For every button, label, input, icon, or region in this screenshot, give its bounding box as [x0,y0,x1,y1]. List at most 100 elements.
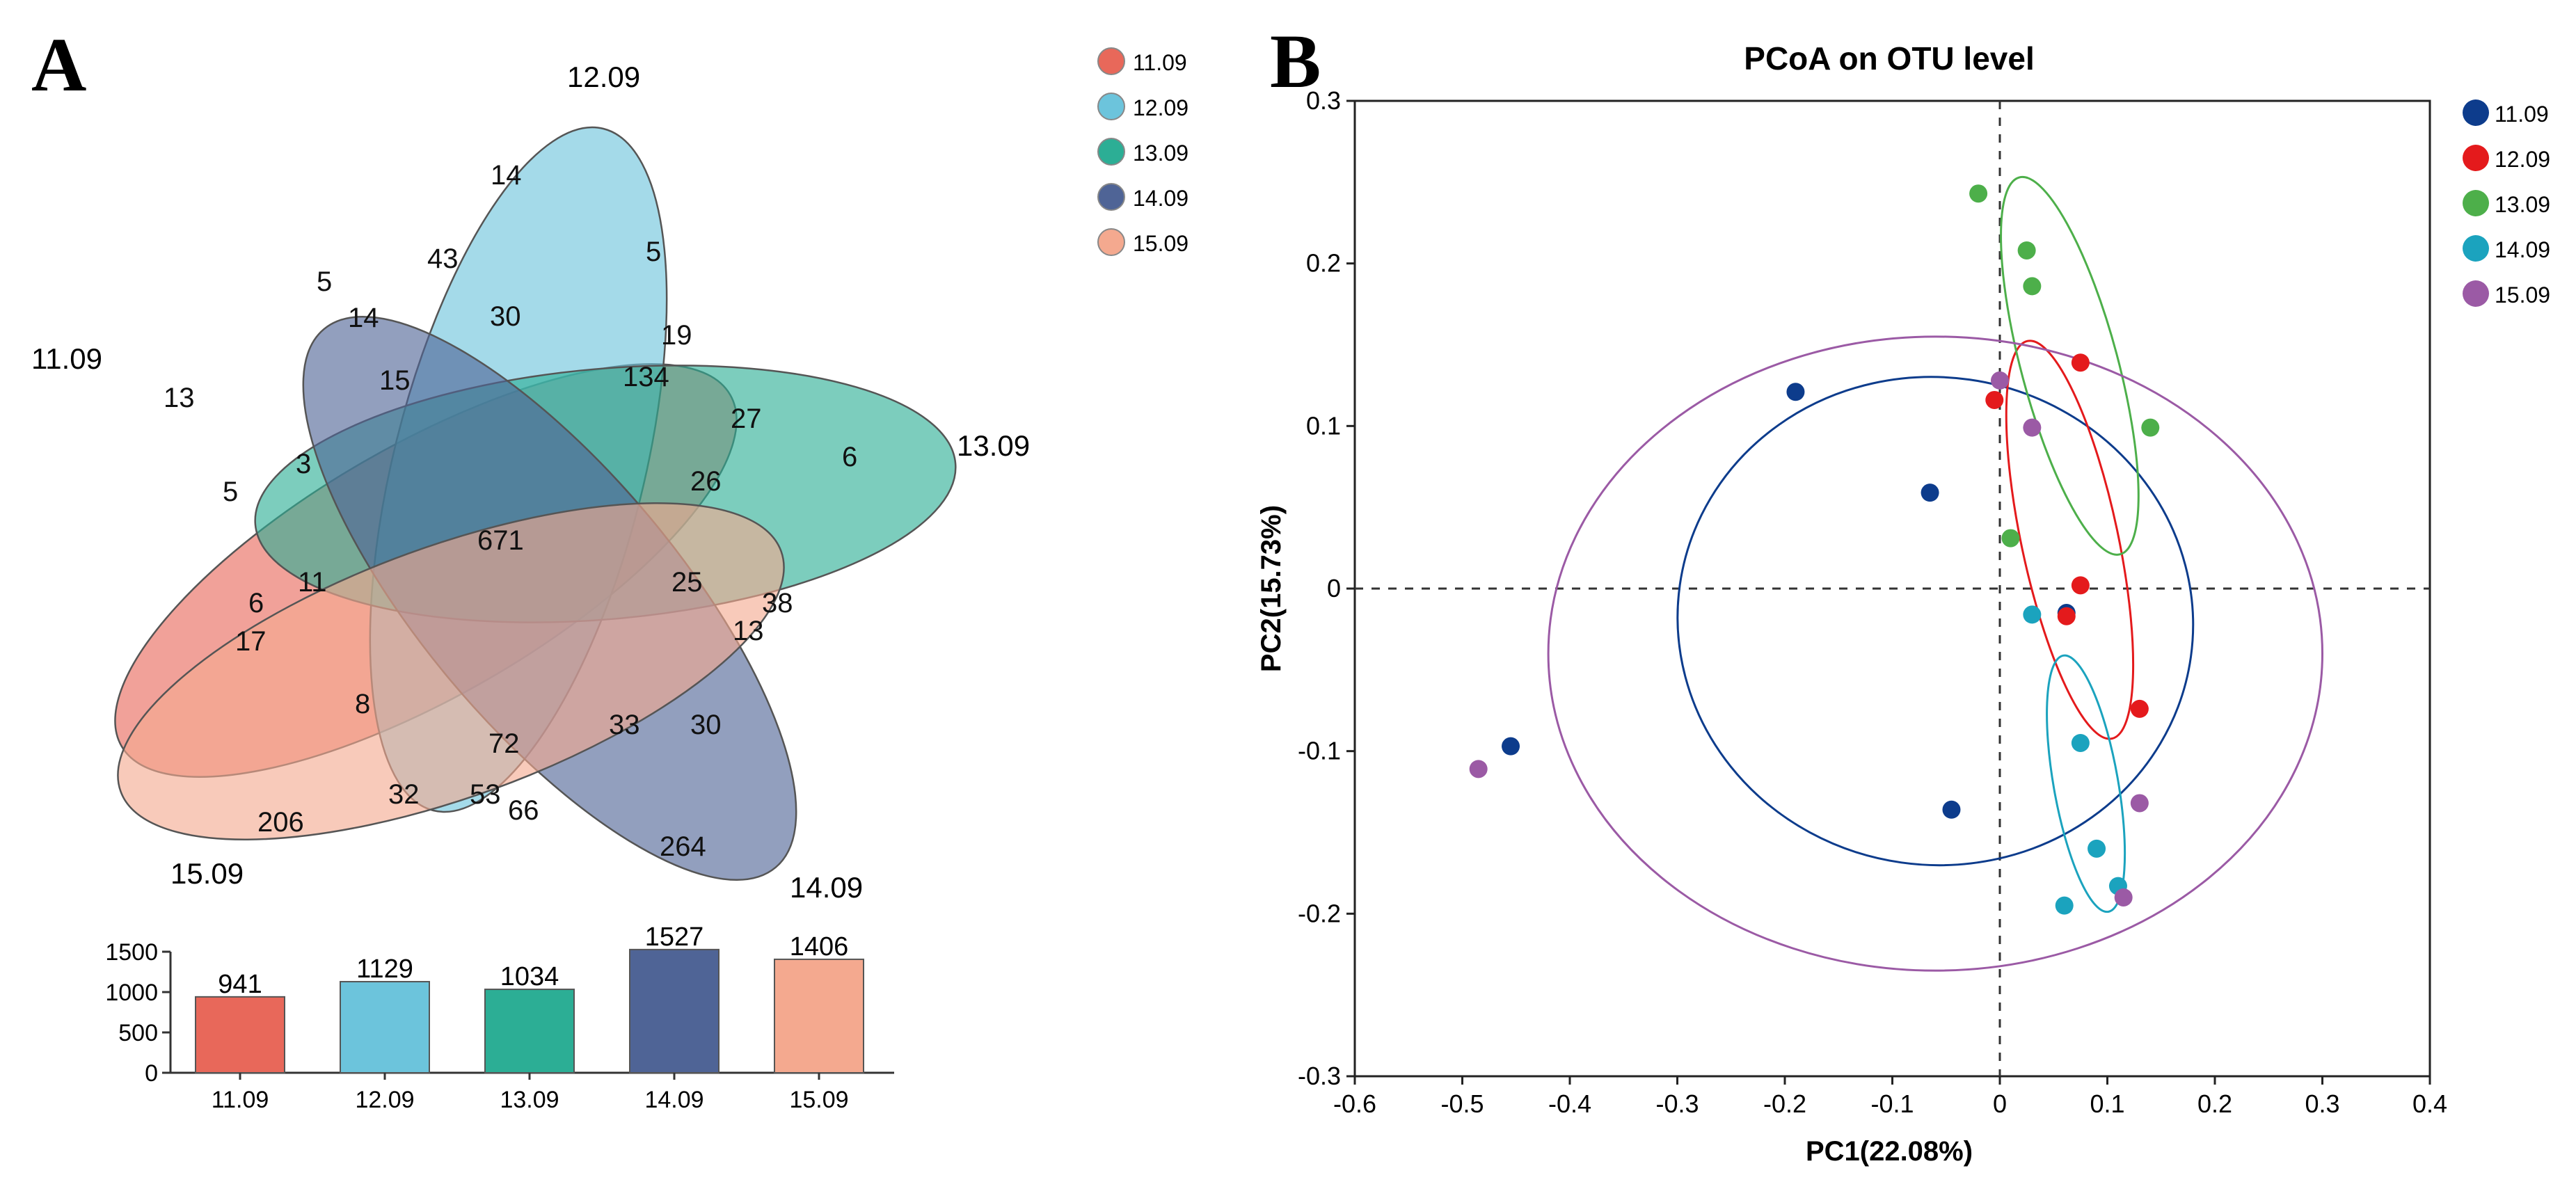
venn-count: 33 [609,710,640,740]
bar-x-tick-label: 12.09 [355,1087,414,1113]
bar-y-tick-label: 500 [118,1020,158,1046]
x-tick-label: -0.4 [1548,1089,1591,1118]
data-point-14.09 [2071,733,2090,752]
legend-swatch [1097,47,1125,75]
legend-label: 15.09 [1133,231,1188,256]
legend-label: 14.09 [1133,186,1188,211]
data-point-14.09 [2055,896,2074,915]
x-tick-label: -0.1 [1870,1089,1914,1118]
pcoa-x-ticks: -0.6 -0.5 -0.4 -0.3 -0.2 -0.1 0 0.1 0.2 0.3 0.4 [1333,1076,2447,1118]
venn-count: 53 [470,779,501,810]
venn-count: 15 [379,365,411,396]
venn-count: 5 [317,266,332,297]
x-tick-label: 0.1 [2090,1089,2124,1118]
venn-set-label-14.09: 14.09 [790,871,863,904]
data-point-11.09 [1921,484,1939,502]
venn-count: 14 [348,303,379,333]
pcoa-y-ticks: -0.3 -0.2 -0.1 0 0.1 0.2 0.3 [1298,86,1355,1090]
legend-label: 13.09 [2495,192,2550,217]
legend-swatch [2463,235,2489,262]
venn-set-15.09 [117,502,785,840]
venn-count: 11 [298,567,327,598]
x-axis-label: PC1(22.08%) [1806,1136,1973,1167]
venn-diagram: 11.09 12.09 13.09 14.09 15.09 13 14 6 26… [31,61,1030,904]
panel-b: B PCoA on OTU level -0.6 -0.5 -0.4 -0.3 -0.2… [1256,19,2550,1167]
venn-legend: 11.09 12.09 13.09 14.09 15.09 [1097,47,1188,256]
venn-count: 72 [488,728,520,759]
venn-count: 38 [762,588,793,618]
venn-count: 32 [388,779,420,810]
venn-count: 14 [491,160,522,191]
y-tick-label: 0 [1327,574,1341,602]
legend-label: 15.09 [2495,282,2550,308]
data-point-12.09 [1985,390,2004,409]
venn-count: 13 [164,383,195,413]
bar-value-label: 1034 [500,962,559,991]
legend-label: 12.09 [2495,147,2550,172]
venn-count: 66 [508,795,539,826]
bar-value-label: 1406 [790,932,849,961]
data-point-12.09 [2130,699,2149,718]
venn-count: 26 [690,466,722,497]
data-point-14.09 [2023,605,2042,624]
legend-swatch [1097,93,1125,120]
venn-count: 6 [248,588,264,618]
legend-swatch [2463,99,2489,126]
pcoa-points [1469,184,2160,915]
x-tick-label: -0.2 [1763,1089,1806,1118]
data-point-15.09 [1469,760,1488,778]
bar-value-labels: 941 1129 1034 1527 1406 [218,923,848,999]
data-point-11.09 [1502,737,1520,756]
legend-swatch [1097,228,1125,256]
bar [340,981,430,1074]
pcoa-legend: 11.09 12.09 13.09 14.09 15.09 [2463,99,2550,308]
panel-a-letter: A [31,22,86,107]
bars [195,948,864,1074]
x-tick-label: 0 [1993,1089,2007,1118]
bar-y-tick-label: 1500 [105,939,158,966]
venn-set-label-11.09: 11.09 [31,342,102,375]
data-point-13.09 [2001,529,2020,548]
venn-count: 6 [842,442,857,472]
venn-count: 27 [731,404,762,434]
confidence-ellipse-15.09 [1547,335,2324,972]
venn-count: 8 [355,689,370,719]
data-point-13.09 [2023,277,2042,296]
venn-sets [114,126,957,881]
panel-b-letter: B [1270,19,1321,104]
pcoa-ellipses [1547,175,2324,972]
y-axis-label: PC2(15.73%) [1256,505,1287,672]
y-tick-label: 0.2 [1306,249,1341,278]
bar-x-tick-label: 11.09 [212,1087,269,1113]
x-tick-label: -0.6 [1333,1089,1376,1118]
venn-region-counts: 13 14 6 264 206 671 43 30 5 5 14 19 15 1… [164,160,857,862]
x-tick-label: 0.2 [2197,1089,2232,1118]
data-point-15.09 [2114,888,2133,907]
y-tick-label: 0.1 [1306,411,1341,440]
legend-label: 14.09 [2495,237,2550,262]
bar-y-tick-label: 1000 [105,980,158,1006]
x-tick-label: 0.3 [2305,1089,2339,1118]
y-tick-label: 0.3 [1306,86,1341,115]
venn-count: 30 [690,710,722,740]
bar [774,958,864,1074]
bar-x-tick-label: 14.09 [644,1087,703,1113]
confidence-ellipse-11.09 [1676,376,2195,867]
data-point-13.09 [1969,184,1988,203]
bar-y-tick-label: 0 [145,1060,158,1087]
venn-set-label-13.09: 13.09 [957,429,1030,462]
legend-label: 12.09 [1133,95,1188,120]
legend-swatch [2463,190,2489,216]
pcoa-plot-area: -0.6 -0.5 -0.4 -0.3 -0.2 -0.1 0 0.1 0.2 0.3 0.4 -0… [1298,86,2447,1118]
venn-count: 17 [235,626,267,657]
data-point-11.09 [1786,383,1805,401]
venn-count: 5 [223,477,238,507]
bar [484,989,575,1074]
venn-count: 671 [477,525,524,556]
x-tick-label: 0.4 [2412,1089,2447,1118]
bar [629,948,719,1074]
venn-set-label-12.09: 12.09 [567,61,640,93]
venn-count: 13 [733,616,764,646]
data-point-13.09 [2017,241,2036,259]
